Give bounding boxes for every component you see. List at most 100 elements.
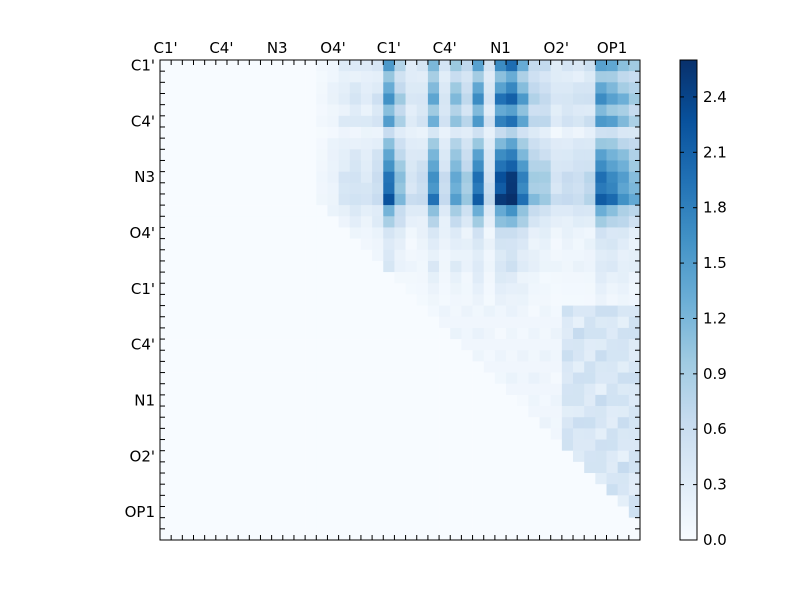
heatmap-cell <box>550 506 563 518</box>
heatmap-cell <box>238 294 250 306</box>
heatmap-cell <box>506 428 518 440</box>
heatmap-cell <box>528 160 540 172</box>
heatmap-cell <box>204 205 217 217</box>
heatmap-cell <box>316 339 328 351</box>
heatmap-cell <box>506 149 518 161</box>
heatmap-cell <box>338 60 351 72</box>
heatmap-cell <box>617 417 630 429</box>
heatmap-cell <box>517 182 529 195</box>
heatmap-cell <box>360 361 373 373</box>
heatmap-cell <box>349 484 362 496</box>
heatmap-cell <box>450 238 462 251</box>
heatmap-cell <box>584 205 596 217</box>
heatmap-cell <box>573 60 585 72</box>
heatmap-cell <box>539 171 551 184</box>
heatmap-cell <box>215 517 228 530</box>
heatmap-cell <box>282 517 295 530</box>
heatmap-cell <box>628 171 641 184</box>
heatmap-cell <box>506 260 518 273</box>
heatmap-cell <box>160 60 172 72</box>
heatmap-cell <box>584 126 596 139</box>
colorbar-tick-label: 1.8 <box>703 199 727 217</box>
heatmap-cell <box>282 305 295 318</box>
heatmap-cells <box>160 60 641 541</box>
heatmap-cell <box>584 249 596 262</box>
heatmap-cell <box>193 305 205 318</box>
heatmap-cell <box>561 517 574 530</box>
heatmap-cell <box>494 160 507 172</box>
heatmap-cell <box>494 294 507 306</box>
heatmap-cell <box>226 450 239 463</box>
heatmap-cell <box>506 238 518 251</box>
heatmap-cell <box>293 450 306 463</box>
heatmap-cell <box>215 138 228 150</box>
heatmap-cell <box>360 149 373 161</box>
heatmap-cell <box>293 528 306 541</box>
heatmap-cell <box>528 495 540 507</box>
heatmap-cell <box>249 439 261 451</box>
heatmap-cell <box>316 82 328 94</box>
heatmap-cell <box>372 71 384 83</box>
heatmap-cell <box>249 305 261 318</box>
heatmap-cell <box>439 350 451 362</box>
heatmap-cell <box>305 495 317 507</box>
heatmap-cell <box>327 126 339 139</box>
heatmap-cell <box>182 461 194 474</box>
heatmap-cell <box>383 439 395 451</box>
heatmap-cell <box>461 406 473 418</box>
heatmap-cell <box>427 60 440 72</box>
heatmap-cell <box>584 149 596 161</box>
heatmap-cell <box>383 506 395 518</box>
heatmap-cell <box>293 473 306 485</box>
heatmap-cell <box>215 450 228 463</box>
heatmap-cell <box>271 450 284 463</box>
heatmap-cell <box>472 238 485 251</box>
heatmap-cell <box>561 283 574 295</box>
heatmap-cell <box>561 260 574 273</box>
heatmap-cell <box>282 350 295 362</box>
heatmap-cell <box>372 82 384 94</box>
heatmap-cell <box>372 193 384 206</box>
heatmap-cell <box>561 305 574 318</box>
heatmap-cell <box>293 394 306 407</box>
heatmap-cell <box>293 104 306 117</box>
heatmap-cell <box>193 260 205 273</box>
heatmap-cell <box>517 171 529 184</box>
heatmap-cell <box>238 439 250 451</box>
heatmap-cell <box>550 126 563 139</box>
heatmap-cell <box>606 260 618 273</box>
heatmap-cell <box>238 461 250 474</box>
heatmap-cell <box>494 272 507 284</box>
heatmap-cell <box>204 238 217 251</box>
heatmap-cell <box>573 82 585 94</box>
heatmap-cell <box>617 115 630 128</box>
heatmap-cell <box>226 461 239 474</box>
heatmap-cell <box>182 372 194 385</box>
heatmap-cell <box>573 394 585 407</box>
heatmap-cell <box>204 506 217 518</box>
heatmap-cell <box>416 350 429 362</box>
heatmap-cell <box>226 82 239 94</box>
heatmap-cell <box>226 473 239 485</box>
heatmap-cell <box>528 484 540 496</box>
heatmap-cell <box>439 294 451 306</box>
heatmap-cell <box>450 182 462 195</box>
heatmap-cell <box>494 350 507 362</box>
heatmap-cell <box>483 205 496 217</box>
heatmap-cell <box>494 495 507 507</box>
heatmap-cell <box>271 495 284 507</box>
heatmap-cell <box>506 160 518 172</box>
heatmap-cell <box>160 484 172 496</box>
heatmap-cell <box>160 82 172 94</box>
heatmap-cell <box>405 350 418 362</box>
heatmap-cell <box>293 350 306 362</box>
heatmap-cell <box>405 93 418 105</box>
heatmap-cell <box>383 316 395 329</box>
heatmap-cell <box>439 339 451 351</box>
heatmap-cell <box>327 394 339 407</box>
heatmap-cell <box>427 71 440 83</box>
heatmap-cell <box>472 104 485 117</box>
heatmap-cell <box>550 193 563 206</box>
heatmap-cell <box>171 473 183 485</box>
heatmap-cell <box>472 450 485 463</box>
